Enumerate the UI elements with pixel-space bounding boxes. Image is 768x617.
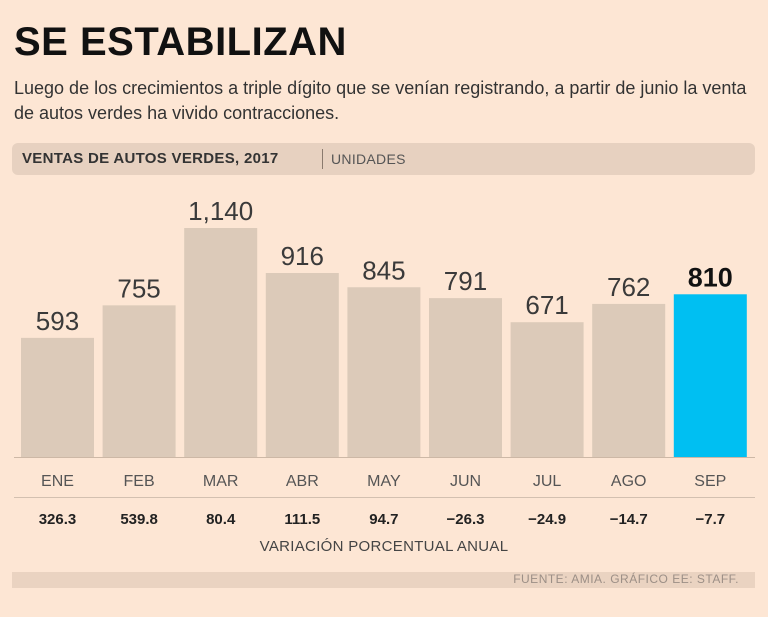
variation-value: 326.3	[39, 511, 77, 528]
variation-value: 80.4	[206, 511, 236, 528]
bar-sep	[673, 294, 747, 457]
chart-title: SE ESTABILIZAN	[14, 20, 347, 64]
variation-value: −7.7	[695, 511, 725, 528]
category-label: FEB	[124, 473, 155, 490]
bar-ago	[592, 303, 666, 457]
category-label: ABR	[286, 473, 319, 490]
value-label: 1,140	[188, 196, 253, 226]
bar-ene	[21, 337, 94, 457]
category-label: SEP	[694, 473, 726, 490]
variation-value: −24.9	[528, 511, 566, 528]
value-label: 916	[281, 241, 324, 271]
bar-mar	[184, 228, 258, 457]
source-note: FUENTE: AMIA. GRÁFICO EE: STAFF.	[513, 572, 739, 586]
variation-value: −14.7	[610, 511, 648, 528]
bar-abr	[265, 272, 339, 457]
bar-jul	[510, 322, 584, 457]
value-label: 845	[362, 255, 405, 285]
band-divider	[322, 149, 323, 169]
value-label: 671	[525, 290, 568, 320]
unit-label: UNIDADES	[331, 151, 406, 167]
category-label: JUL	[533, 473, 562, 490]
value-label: 762	[607, 272, 650, 302]
chart-series-title: VENTAS DE AUTOS VERDES, 2017	[22, 150, 279, 167]
variation-value: 94.7	[369, 511, 398, 528]
bar-may	[347, 287, 421, 457]
category-label: AGO	[611, 473, 647, 490]
chart-header-band: VENTAS DE AUTOS VERDES, 2017 UNIDADES	[12, 143, 755, 175]
category-label: MAR	[203, 473, 239, 490]
value-label: 810	[688, 262, 733, 292]
category-label: JUN	[450, 473, 481, 490]
value-label: 791	[444, 266, 487, 296]
value-label: 593	[36, 306, 79, 336]
variation-value: 111.5	[284, 511, 320, 528]
variation-value: −26.3	[447, 511, 485, 528]
variation-value: 539.8	[120, 511, 158, 528]
bar-jun	[429, 298, 502, 457]
category-label: ENE	[41, 473, 74, 490]
chart-subtitle: Luego de los crecimientos a triple dígit…	[14, 78, 747, 123]
footer-band: FUENTE: AMIA. GRÁFICO EE: STAFF.	[12, 572, 755, 588]
value-label: 755	[117, 273, 160, 303]
bar-feb	[102, 305, 176, 457]
category-label: MAY	[367, 473, 401, 490]
bar-chart: 593 ENE 326.3 755 FEB 539.8 1,140 MAR 80.4 916 ABR…	[14, 196, 755, 528]
variation-label: VARIACIÓN PORCENTUAL ANUAL	[259, 538, 509, 555]
